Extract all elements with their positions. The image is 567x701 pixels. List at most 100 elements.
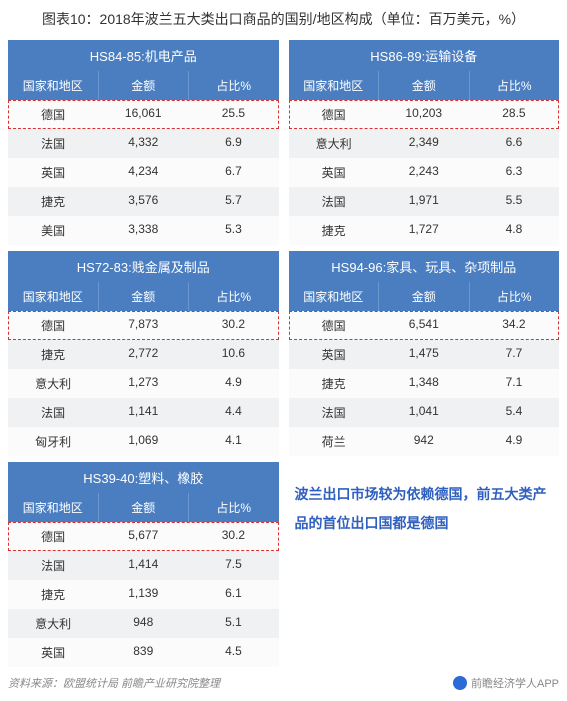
- table-cell: 1,069: [98, 427, 188, 456]
- table-cell: 6,541: [379, 311, 469, 340]
- logo-icon: [453, 676, 467, 690]
- table-cell: 7,873: [98, 311, 188, 340]
- table-cell: 10.6: [188, 340, 278, 369]
- column-header: 金额: [99, 71, 190, 100]
- table-cell: 2,349: [379, 129, 469, 158]
- column-header: 国家和地区: [289, 282, 380, 311]
- table-row: 德国6,54134.2: [289, 311, 560, 340]
- table-cell: 德国: [8, 522, 98, 551]
- footer: 资料来源：欧盟统计局 前瞻产业研究院整理 前瞻经济学人APP: [8, 675, 559, 691]
- table-row: 法国4,3326.9: [8, 129, 279, 158]
- table-cell: 6.3: [469, 158, 559, 187]
- table-cell: 1,414: [98, 551, 188, 580]
- column-header: 国家和地区: [289, 71, 380, 100]
- table-cell: 7.1: [469, 369, 559, 398]
- table-caption: HS84-85:机电产品: [8, 40, 279, 71]
- table-cell: 1,727: [379, 216, 469, 245]
- table-header: 国家和地区金额占比%: [8, 282, 279, 311]
- source-text: 资料来源：欧盟统计局 前瞻产业研究院整理: [8, 675, 220, 691]
- table-cell: 6.9: [188, 129, 278, 158]
- table-header: 国家和地区金额占比%: [289, 282, 560, 311]
- table-block: HS94-96:家具、玩具、杂项制品国家和地区金额占比%德国6,54134.2英…: [289, 251, 560, 456]
- table-cell: 4.9: [469, 427, 559, 456]
- table-cell: 839: [98, 638, 188, 667]
- column-header: 金额: [379, 71, 470, 100]
- table-cell: 5.5: [469, 187, 559, 216]
- table-cell: 德国: [289, 311, 379, 340]
- table-cell: 意大利: [289, 129, 379, 158]
- note-text: 波兰出口市场较为依赖德国，前五大类产品的首位出口国都是德国: [289, 462, 560, 667]
- table-header: 国家和地区金额占比%: [289, 71, 560, 100]
- table-cell: 英国: [289, 158, 379, 187]
- table-row: 法国1,9715.5: [289, 187, 560, 216]
- table-row: 英国2,2436.3: [289, 158, 560, 187]
- table-cell: 3,338: [98, 216, 188, 245]
- table-cell: 德国: [289, 100, 379, 129]
- table-cell: 1,141: [98, 398, 188, 427]
- column-header: 国家和地区: [8, 493, 99, 522]
- table-cell: 10,203: [379, 100, 469, 129]
- column-header: 占比%: [189, 493, 279, 522]
- table-cell: 美国: [8, 216, 98, 245]
- table-cell: 4.1: [188, 427, 278, 456]
- table-row: 法国1,1414.4: [8, 398, 279, 427]
- table-cell: 英国: [8, 638, 98, 667]
- table-block: HS39-40:塑料、橡胶国家和地区金额占比%德国5,67730.2法国1,41…: [8, 462, 279, 667]
- table-block: HS72-83:贱金属及制品国家和地区金额占比%德国7,87330.2捷克2,7…: [8, 251, 279, 456]
- table-caption: HS39-40:塑料、橡胶: [8, 462, 279, 493]
- table-cell: 30.2: [188, 522, 278, 551]
- table-row: 捷克1,1396.1: [8, 580, 279, 609]
- table-row: 荷兰9424.9: [289, 427, 560, 456]
- table-cell: 4.9: [188, 369, 278, 398]
- table-cell: 34.2: [469, 311, 559, 340]
- table-cell: 1,273: [98, 369, 188, 398]
- table-cell: 7.7: [469, 340, 559, 369]
- table-cell: 6.6: [469, 129, 559, 158]
- table-cell: 6.1: [188, 580, 278, 609]
- table-cell: 5.3: [188, 216, 278, 245]
- table-row: 法国1,4147.5: [8, 551, 279, 580]
- column-header: 金额: [99, 282, 190, 311]
- table-cell: 法国: [8, 398, 98, 427]
- table-cell: 5.7: [188, 187, 278, 216]
- table-cell: 7.5: [188, 551, 278, 580]
- table-cell: 英国: [8, 158, 98, 187]
- table-cell: 4,234: [98, 158, 188, 187]
- table-row: 意大利1,2734.9: [8, 369, 279, 398]
- table-cell: 捷克: [8, 187, 98, 216]
- table-row: 美国3,3385.3: [8, 216, 279, 245]
- column-header: 占比%: [189, 282, 279, 311]
- table-cell: 捷克: [289, 216, 379, 245]
- table-cell: 30.2: [188, 311, 278, 340]
- table-row: 匈牙利1,0694.1: [8, 427, 279, 456]
- table-row: 意大利2,3496.6: [289, 129, 560, 158]
- column-header: 占比%: [470, 282, 560, 311]
- table-row: 德国10,20328.5: [289, 100, 560, 129]
- table-row: 捷克3,5765.7: [8, 187, 279, 216]
- table-cell: 5.4: [469, 398, 559, 427]
- table-cell: 28.5: [469, 100, 559, 129]
- table-row: 德国16,06125.5: [8, 100, 279, 129]
- table-row: 法国1,0415.4: [289, 398, 560, 427]
- table-block: HS86-89:运输设备国家和地区金额占比%德国10,20328.5意大利2,3…: [289, 40, 560, 245]
- attribution-text: 前瞻经济学人APP: [471, 675, 559, 691]
- table-header: 国家和地区金额占比%: [8, 493, 279, 522]
- table-cell: 1,971: [379, 187, 469, 216]
- table-block: HS84-85:机电产品国家和地区金额占比%德国16,06125.5法国4,33…: [8, 40, 279, 245]
- table-cell: 捷克: [8, 340, 98, 369]
- table-header: 国家和地区金额占比%: [8, 71, 279, 100]
- table-caption: HS86-89:运输设备: [289, 40, 560, 71]
- table-cell: 16,061: [98, 100, 188, 129]
- table-cell: 捷克: [289, 369, 379, 398]
- attribution: 前瞻经济学人APP: [453, 675, 559, 691]
- table-row: 德国5,67730.2: [8, 522, 279, 551]
- table-row: 英国1,4757.7: [289, 340, 560, 369]
- table-row: 英国4,2346.7: [8, 158, 279, 187]
- table-cell: 荷兰: [289, 427, 379, 456]
- table-row: 捷克1,7274.8: [289, 216, 560, 245]
- table-cell: 4.8: [469, 216, 559, 245]
- table-cell: 5.1: [188, 609, 278, 638]
- table-caption: HS94-96:家具、玩具、杂项制品: [289, 251, 560, 282]
- table-cell: 捷克: [8, 580, 98, 609]
- table-cell: 法国: [289, 398, 379, 427]
